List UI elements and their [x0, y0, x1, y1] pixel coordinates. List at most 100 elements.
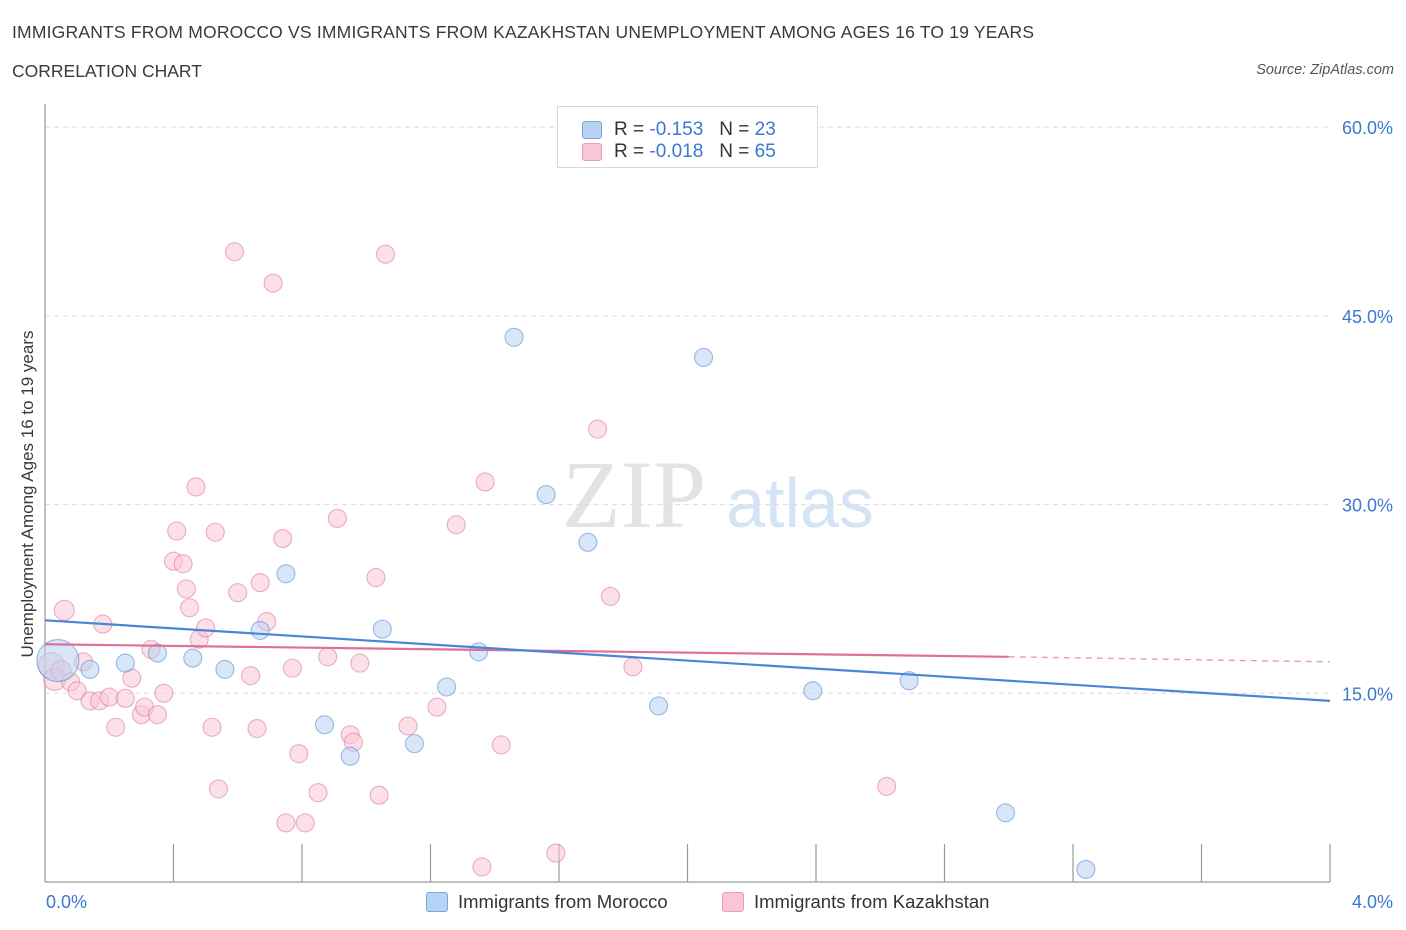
point-kazakhstan	[398, 716, 418, 736]
point-morocco	[578, 532, 598, 552]
legend-n-value-kazakhstan: 65	[754, 141, 776, 162]
x-tick-label: 0.0%	[46, 892, 87, 912]
point-kazakhstan	[472, 857, 492, 877]
series-swatch-morocco	[426, 892, 448, 912]
series-legend-kazakhstan: Immigrants from Kazakhstan	[722, 889, 989, 915]
point-kazakhstan	[289, 744, 309, 764]
point-morocco	[250, 620, 270, 640]
point-morocco	[504, 327, 524, 347]
point-morocco	[115, 653, 135, 673]
point-morocco	[80, 659, 100, 679]
chart-title: IMMIGRANTS FROM MOROCCO VS IMMIGRANTS FR…	[12, 22, 1035, 42]
legend-n-value-morocco: 23	[754, 119, 776, 140]
watermark-atlas: atlas	[726, 464, 874, 542]
point-kazakhstan	[491, 735, 511, 755]
chart-subtitle: CORRELATION CHART	[12, 61, 202, 81]
point-kazakhstan	[295, 813, 315, 833]
point-kazakhstan	[623, 657, 643, 677]
point-kazakhstan	[587, 419, 608, 439]
point-kazakhstan	[250, 573, 270, 593]
point-kazakhstan	[99, 687, 119, 707]
point-morocco	[469, 642, 489, 662]
point-morocco	[694, 347, 714, 367]
legend-r-value-morocco: -0.153	[649, 119, 704, 140]
point-kazakhstan	[475, 472, 495, 492]
point-kazakhstan	[375, 244, 396, 264]
y-tick-label: 60.0%	[1342, 118, 1393, 138]
point-morocco	[340, 746, 360, 766]
point-morocco	[147, 643, 167, 663]
point-kazakhstan	[327, 508, 347, 528]
point-kazakhstan	[247, 718, 267, 739]
point-kazakhstan	[208, 779, 229, 799]
point-morocco	[1076, 859, 1096, 879]
x-tick-label: 4.0%	[1352, 892, 1393, 912]
point-kazakhstan	[308, 783, 328, 803]
legend-swatch-morocco	[582, 121, 602, 139]
point-kazakhstan	[147, 705, 167, 725]
point-kazakhstan	[205, 522, 225, 542]
trend-line-kazakhstan-extension	[1008, 656, 1331, 663]
point-kazakhstan	[228, 583, 248, 603]
series-swatch-kazakhstan	[722, 892, 744, 912]
point-morocco	[36, 639, 80, 683]
point-kazakhstan	[282, 658, 302, 678]
point-kazakhstan	[273, 529, 293, 549]
point-kazakhstan	[241, 666, 261, 686]
point-kazakhstan	[167, 521, 187, 541]
legend-n-label: N =	[719, 119, 750, 140]
point-morocco	[437, 677, 457, 697]
point-morocco	[215, 659, 235, 679]
point-morocco	[372, 619, 392, 639]
legend-row-kazakhstan: R = -0.018 N = 65	[582, 140, 776, 164]
point-kazakhstan	[263, 273, 283, 293]
point-kazakhstan	[318, 647, 338, 667]
point-kazakhstan	[350, 653, 370, 673]
correlation-legend: R = -0.153 N = 23 R = -0.018 N = 65	[557, 106, 818, 168]
legend-r-label: R =	[614, 141, 645, 162]
point-kazakhstan	[115, 688, 135, 708]
series-label-kazakhstan: Immigrants from Kazakhstan	[754, 891, 990, 912]
legend-swatch-kazakhstan	[582, 143, 602, 161]
point-kazakhstan	[202, 717, 222, 737]
point-kazakhstan	[877, 776, 897, 796]
legend-n-label: N =	[719, 141, 750, 162]
point-morocco	[803, 681, 823, 701]
point-morocco	[536, 484, 556, 505]
point-kazakhstan	[180, 598, 200, 618]
point-kazakhstan	[173, 554, 193, 574]
point-kazakhstan	[196, 618, 216, 638]
trend-line-morocco	[44, 619, 1331, 702]
legend-r-value-kazakhstan: -0.018	[649, 141, 704, 162]
y-tick-label: 30.0%	[1342, 496, 1393, 516]
point-morocco	[276, 564, 296, 584]
legend-row-morocco: R = -0.153 N = 23	[582, 118, 776, 142]
point-kazakhstan	[176, 579, 196, 599]
point-morocco	[183, 648, 203, 668]
point-kazakhstan	[600, 586, 620, 606]
chart-source: Source: ZipAtlas.com	[1256, 62, 1394, 78]
point-kazakhstan	[186, 477, 206, 497]
point-morocco	[995, 803, 1016, 823]
point-morocco	[899, 671, 919, 691]
watermark-zip: ZIP	[562, 441, 706, 548]
point-kazakhstan	[224, 242, 245, 262]
point-kazakhstan	[546, 843, 566, 863]
point-kazakhstan	[67, 681, 87, 701]
point-kazakhstan	[53, 599, 75, 621]
point-kazakhstan	[446, 515, 466, 535]
point-kazakhstan	[154, 683, 174, 703]
point-kazakhstan	[366, 568, 386, 588]
series-legend-morocco: Immigrants from Morocco	[426, 889, 668, 915]
point-morocco	[649, 696, 669, 716]
point-kazakhstan	[106, 717, 126, 737]
legend-r-label: R =	[614, 119, 645, 140]
series-label-morocco: Immigrants from Morocco	[458, 891, 668, 912]
point-morocco	[404, 734, 424, 754]
y-tick-label: 45.0%	[1342, 307, 1393, 327]
point-kazakhstan	[427, 697, 447, 717]
point-kazakhstan	[276, 813, 296, 833]
point-morocco	[314, 715, 335, 735]
y-tick-label: 15.0%	[1342, 684, 1393, 704]
